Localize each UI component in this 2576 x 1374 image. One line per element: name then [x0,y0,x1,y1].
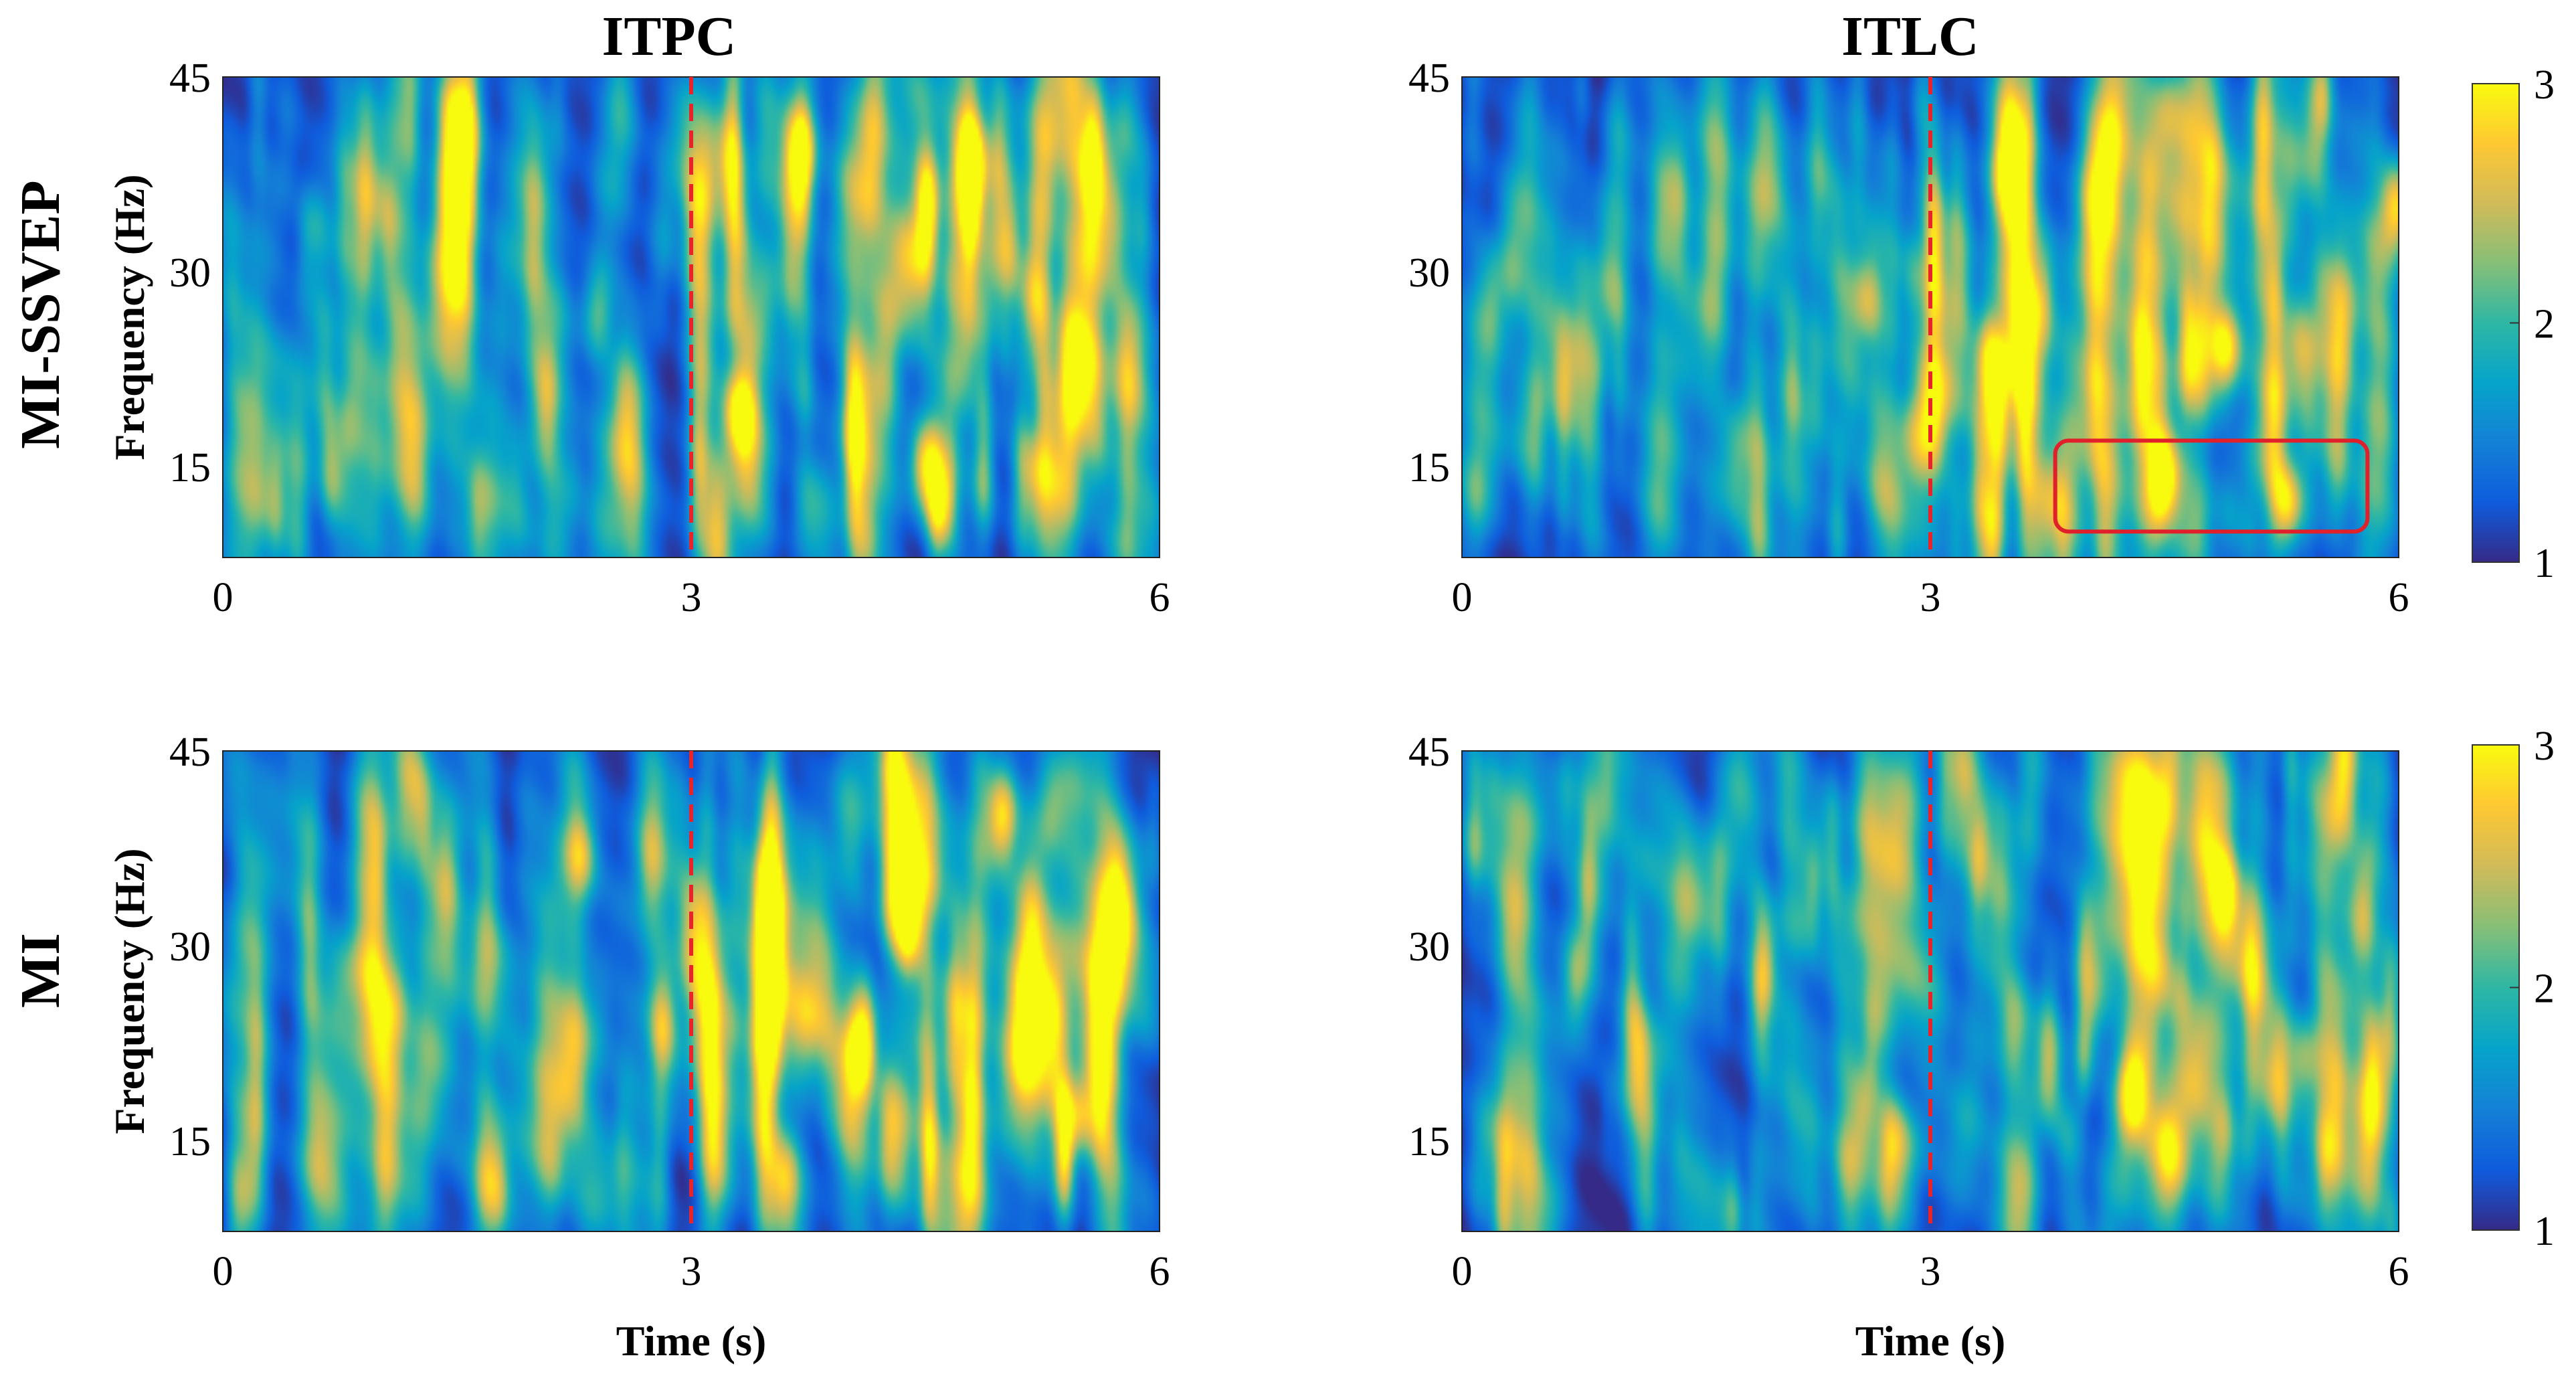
y-tick-label: 30 [1408,924,1450,970]
row-label-mi-ssvep: MI-SSVEP [9,180,72,448]
y-tick-label: 15 [1408,1119,1450,1165]
x-tick-label: 3 [1920,1249,1941,1294]
colorbar-tick-label: 3 [2534,62,2555,108]
x-tick-label: 0 [1452,1249,1473,1294]
column-title-itpc: ITPC [602,5,737,68]
heatmap-image [223,751,1160,1231]
y-tick-label: 45 [1408,56,1450,101]
x-tick-label: 6 [2389,1249,2409,1294]
colorbar-tick-label: 2 [2534,966,2555,1012]
y-tick-label: 45 [169,729,211,775]
heatmap-image [1462,751,2399,1231]
y-tick-label: 15 [1408,445,1450,491]
colorbar-tick-label: 1 [2534,1209,2555,1254]
y-axis-label: Frequency (Hz) [106,174,153,460]
heatmap-panel-itlc-mi-ssvep: 0 3 6 15 30 45 [1408,56,2409,620]
heatmap-panel-itpc-mi: 0 3 6 15 30 45 Frequency (Hz) Time (s) [106,729,1170,1365]
y-tick-label: 30 [169,250,211,296]
x-axis-label: Time (s) [616,1317,767,1365]
heatmap-image [223,77,1160,557]
y-tick-label: 30 [169,924,211,970]
x-tick-label: 0 [1452,575,1473,620]
y-tick-label: 30 [1408,250,1450,296]
y-tick-label: 45 [169,56,211,101]
x-tick-label: 3 [681,1249,702,1294]
colorbar-top: 1 2 3 [2472,62,2555,586]
y-tick-label: 15 [169,1119,211,1165]
x-tick-label: 0 [213,1249,234,1294]
colorbar-tick-label: 3 [2534,723,2555,769]
heatmap-panel-itpc-mi-ssvep: 0 3 6 15 30 45 Frequency (Hz) [106,56,1170,620]
row-label-mi: MI [9,933,72,1008]
x-tick-label: 0 [213,575,234,620]
colorbar-tick-label: 2 [2534,302,2555,347]
heatmap-panel-itlc-mi: 0 3 6 15 30 45 Time (s) [1408,729,2409,1365]
x-tick-label: 6 [1149,1249,1170,1294]
colorbar-tick-label: 1 [2534,541,2555,586]
colorbar-bottom: 1 2 3 [2472,723,2555,1254]
x-axis-label: Time (s) [1855,1317,2006,1365]
x-tick-label: 6 [2389,575,2409,620]
x-tick-label: 3 [1920,575,1941,620]
x-tick-label: 3 [681,575,702,620]
heatmap-image [1462,77,2399,557]
x-tick-label: 6 [1149,575,1170,620]
column-title-itlc: ITLC [1841,5,1979,68]
y-tick-label: 15 [169,445,211,491]
y-axis-label: Frequency (Hz) [106,848,153,1134]
highlight-box [2053,438,2370,534]
y-tick-label: 45 [1408,729,1450,775]
